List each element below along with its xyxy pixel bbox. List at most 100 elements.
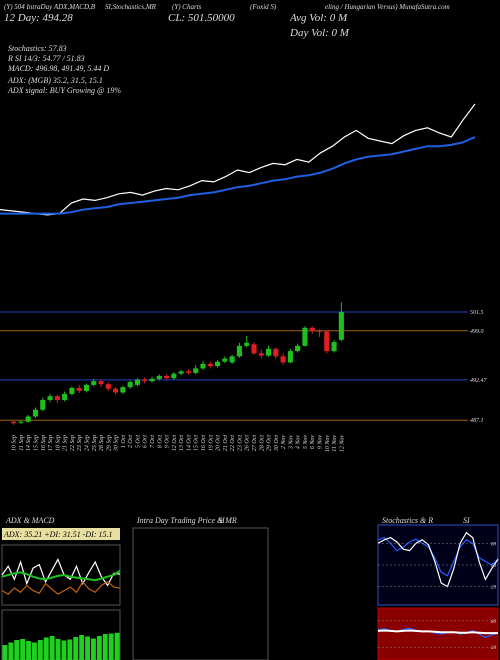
close: CL: 501.50000 — [168, 12, 235, 24]
y-tick-label: 20 — [491, 646, 497, 651]
bar — [14, 640, 20, 660]
candle-body — [113, 388, 119, 393]
bar — [85, 636, 90, 660]
bar — [79, 635, 85, 660]
x-tick-label: 9 Oct — [165, 435, 171, 448]
adx-signal: ADX signal: BUY Growing @ 19% — [7, 86, 121, 95]
series-line — [1, 580, 121, 595]
x-tick-label: 15 Oct — [194, 435, 200, 451]
candle-body — [32, 409, 39, 417]
x-tick-label: 7 Oct — [150, 435, 156, 448]
candle-body — [265, 348, 272, 356]
candle-body — [207, 363, 213, 367]
level-label: 492.47 — [470, 377, 488, 384]
x-tick-label: 28 Oct — [259, 435, 265, 451]
candle-body — [280, 356, 286, 363]
x-tick-label: 20 Oct — [216, 435, 222, 451]
x-tick-label: 29 Sep — [106, 435, 112, 451]
macd-text: MACD: 496.98, 491.49, 5.44 D — [7, 64, 109, 73]
x-tick-label: 25 Sep — [92, 435, 98, 451]
bar — [43, 637, 49, 660]
series-line — [1, 569, 121, 582]
panel — [1, 609, 121, 660]
y-tick-label: 80 — [491, 620, 497, 625]
x-tick-label: 29 Oct — [267, 435, 273, 451]
x-tick-label: 4 Nov — [295, 435, 302, 450]
candle-body — [178, 371, 184, 374]
candle-body — [83, 384, 90, 391]
candle-body — [76, 387, 82, 391]
candle-body — [251, 344, 257, 354]
x-tick-label: 9 Nov — [318, 435, 324, 450]
candle-body — [316, 330, 323, 332]
bar — [114, 632, 120, 660]
x-tick-label: 23 Oct — [237, 435, 243, 451]
x-tick-label: 27 Oct — [252, 435, 258, 451]
candle-body — [193, 368, 199, 373]
x-tick-label: 12 Oct — [172, 435, 178, 451]
candle-body — [236, 345, 242, 357]
adx-text: ADX: (MGB) 35.2, 31.5, 15.1 — [7, 76, 103, 85]
candle-body — [244, 342, 250, 346]
header-text: (Foxid S) — [250, 3, 277, 11]
x-tick-label: 30 Sep — [114, 435, 120, 452]
bar — [108, 633, 114, 660]
bar — [49, 636, 55, 660]
y-tick-label: 20 — [491, 586, 497, 591]
label-box — [2, 528, 120, 540]
candle-body — [302, 327, 308, 346]
y-tick-label: 50 — [491, 564, 497, 569]
x-tick-label: 11 Nov — [332, 435, 338, 452]
candle-body — [25, 416, 31, 422]
header: (Y) 504 IntraDay ADX,MACD,B SI,Stochasti… — [4, 3, 450, 95]
x-tick-label: 1 Oct — [121, 435, 127, 448]
candle-body — [273, 348, 279, 357]
candle-body — [69, 387, 75, 394]
x-tick-label: 12 Nov — [339, 435, 345, 453]
series-line — [0, 103, 476, 216]
day-vol: Day Vol: 0 M — [289, 27, 350, 39]
candle-body — [98, 381, 104, 385]
candle-body — [134, 379, 140, 385]
x-tick-label: 5 Nov — [303, 435, 309, 450]
header-text: eling / Hungarian Versus) MunafaSutra.co… — [325, 3, 450, 11]
x-tick-label: 24 Sep — [83, 435, 90, 451]
candle-body — [258, 353, 264, 356]
candle-body — [142, 379, 148, 382]
bar — [20, 639, 26, 660]
day-ma: 12 Day: 494.28 — [4, 12, 73, 24]
bar — [2, 645, 8, 660]
x-tick-label: 6 Nov — [310, 435, 316, 450]
x-tick-label: 16 Oct — [201, 435, 207, 451]
series-line — [1, 557, 121, 587]
x-tick-label: 16 Sep — [41, 435, 47, 451]
x-tick-label: 26 Oct — [245, 435, 251, 451]
x-tick-label: 22 Sep — [70, 435, 76, 451]
candle-body — [171, 373, 177, 379]
x-tick-label: 2 Oct — [128, 435, 134, 448]
x-tick-label: 14 Oct — [185, 435, 192, 451]
stoch-text: Stochastics: 57.83 — [8, 44, 67, 53]
x-tick-label: 22 Oct — [230, 435, 236, 451]
header-text: (Y) 504 IntraDay ADX,MACD,B — [4, 3, 96, 11]
candle-body — [91, 381, 97, 385]
x-tick-label: 15 Sep — [33, 435, 39, 451]
panel-title: SI — [218, 516, 225, 525]
x-tick-label: 19 Oct — [208, 435, 214, 451]
panel-title: Intra Day Trading Price & MR — [136, 516, 237, 525]
x-tick-label: 3 Nov — [288, 435, 294, 451]
x-tick-label: 13 Oct — [179, 435, 185, 451]
candle-body — [287, 351, 293, 363]
header-text: SI,Stochastics,MR — [105, 3, 157, 11]
candle-body — [120, 387, 126, 393]
candle-body — [295, 345, 301, 352]
series-line — [377, 531, 499, 588]
x-tick-label: 21 Sep — [63, 435, 69, 451]
x-tick-label: 10 Sep — [12, 435, 18, 451]
candle-body — [127, 381, 133, 388]
candle-body — [156, 375, 162, 379]
x-tick-label: 11 Sep — [19, 435, 25, 451]
bar — [91, 638, 96, 660]
panel-label: ADX: 35.21 +DI: 31.51 -DI: 15.1 — [3, 530, 113, 539]
